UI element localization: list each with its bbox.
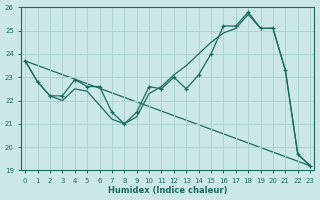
X-axis label: Humidex (Indice chaleur): Humidex (Indice chaleur) xyxy=(108,186,228,195)
